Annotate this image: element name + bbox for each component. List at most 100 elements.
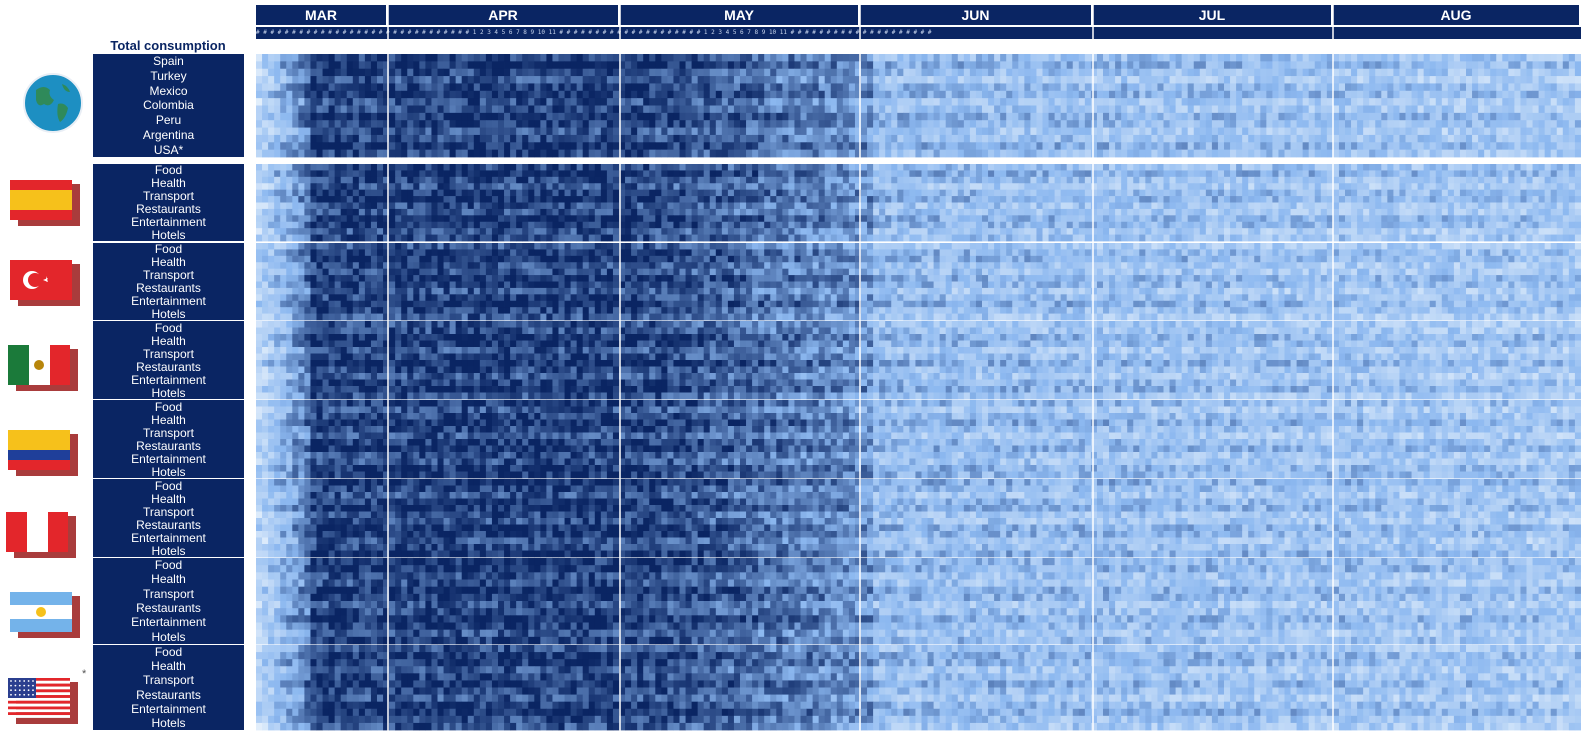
heatmap-cell [946,120,952,128]
heatmap-cell [1278,83,1284,91]
heatmap-cell [1036,120,1042,128]
heatmap-cell [419,215,425,222]
heatmap-cell [401,150,407,158]
heatmap-cell [716,135,722,143]
heatmap-cell [758,209,764,216]
heatmap-cell [389,113,395,121]
heatmap-cell [335,215,341,222]
heatmap-cell [879,142,885,150]
heatmap-cell [1448,128,1454,136]
heatmap-cell [867,183,873,190]
heatmap-cell [407,150,413,158]
heatmap-cell [843,209,849,216]
heatmap-cell [1472,106,1478,114]
heatmap-cell [891,170,897,177]
heatmap-cell [1012,150,1018,158]
heatmap-cell [903,190,909,197]
heatmap-cell [1333,209,1339,216]
heatmap-cell [1333,170,1339,177]
heatmap-cell [486,142,492,150]
heatmap-cell [462,190,468,197]
heatmap-cell [946,196,952,203]
heatmap-cell [946,54,952,62]
heatmap-cell [262,98,268,106]
heatmap-cell [516,61,522,69]
heatmap-cell [1170,120,1176,128]
heatmap-cell [740,142,746,150]
heatmap-cell [1406,120,1412,128]
heatmap-cell [649,61,655,69]
heatmap-cell [1133,128,1139,136]
heatmap-cell [710,209,716,216]
heatmap-cell [438,61,444,69]
heatmap-cell [667,196,673,203]
heatmap-cell [1545,203,1551,210]
heatmap-cell [1109,98,1115,106]
heatmap-cell [1049,54,1055,62]
heatmap-cell [710,76,716,84]
heatmap-cell [595,54,601,62]
heatmap-cell [323,120,329,128]
heatmap-cell [1533,61,1539,69]
heatmap-cell [601,98,607,106]
heatmap-cell [655,69,661,77]
heatmap-cell [359,170,365,177]
heatmap-cell [734,183,740,190]
heatmap-cell [1309,183,1315,190]
heatmap-cell [365,177,371,184]
heatmap-cell [1436,203,1442,210]
heatmap-cell [1212,113,1218,121]
heatmap-cell [934,120,940,128]
heatmap-cell [1139,106,1145,114]
heatmap-cell [746,170,752,177]
heatmap-cell [1170,76,1176,84]
heatmap-cell [1490,76,1496,84]
heatmap-cell [1460,203,1466,210]
heatmap-cell [1079,83,1085,91]
heatmap-cell [1569,183,1575,190]
heatmap-cell [1357,113,1363,121]
heatmap-cell [1484,76,1490,84]
heatmap-cell [438,142,444,150]
heatmap-cell [1285,128,1291,136]
heatmap-cell [982,128,988,136]
heatmap-cell [304,120,310,128]
heatmap-cell [1399,183,1405,190]
heatmap-cell [1357,135,1363,143]
heatmap-cell [1533,164,1539,171]
heatmap-cell [522,113,528,121]
heatmap-cell [268,113,274,121]
heatmap-cell [341,177,347,184]
heatmap-cell [1254,69,1260,77]
heatmap-cell [1381,177,1387,184]
heatmap-cell [389,142,395,150]
heatmap-cell [934,76,940,84]
heatmap-cell [952,120,958,128]
heatmap-cell [1393,54,1399,62]
heatmap-cell [776,196,782,203]
heatmap-cell [1442,128,1448,136]
heatmap-cell [1309,203,1315,210]
heatmap-cell [298,106,304,114]
heatmap-cell [1157,76,1163,84]
heatmap-cell [262,183,268,190]
heatmap-cell [1109,190,1115,197]
heatmap-cell [1127,170,1133,177]
heatmap-cell [1061,120,1067,128]
heatmap-cell [571,69,577,77]
heatmap-cell [504,183,510,190]
heatmap-cell [256,177,262,184]
heatmap-cell [1393,150,1399,158]
heatmap-cell [1575,177,1581,184]
heatmap-cell [1236,177,1242,184]
heatmap-cell [970,203,976,210]
heatmap-cell [891,203,897,210]
heatmap-cell [1151,177,1157,184]
heatmap-cell [1484,150,1490,158]
heatmap-cell [1176,83,1182,91]
heatmap-cell [625,128,631,136]
heatmap-cell [631,98,637,106]
heatmap-cell [1321,76,1327,84]
heatmap-cell [298,91,304,99]
heatmap-cell [879,69,885,77]
